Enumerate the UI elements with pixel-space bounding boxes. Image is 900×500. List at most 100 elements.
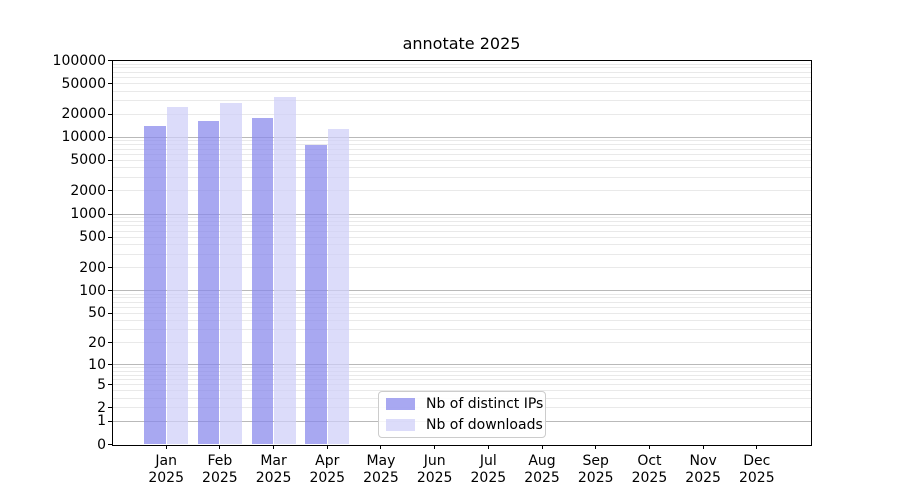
chart-title: annotate 2025	[402, 34, 521, 53]
x-tick-Nov	[702, 445, 704, 449]
y-tick-label-100: 100	[79, 282, 106, 299]
bar-distinct-ips-Apr	[305, 145, 327, 444]
legend-item-downloads: Nb of downloads	[386, 417, 543, 434]
y-gridline-30	[112, 329, 811, 331]
x-tick-Apr	[326, 445, 328, 449]
y-gridline-6	[112, 379, 811, 381]
x-tick-Jul	[487, 445, 489, 449]
y-tick-label-1: 1	[97, 413, 106, 430]
y-tick-500	[107, 236, 112, 238]
x-tick-label-Jan: Jan 2025	[148, 452, 184, 486]
x-tick-Feb	[219, 445, 221, 449]
bar-downloads-Apr	[327, 128, 350, 444]
y-gridline-20000	[112, 113, 811, 115]
x-tick-label-Apr: Apr 2025	[309, 452, 346, 486]
y-tick-5000	[107, 159, 112, 161]
y-tick-1	[107, 420, 112, 422]
y-gridline-300	[112, 253, 811, 255]
y-gridline-4	[112, 390, 811, 392]
y-gridline-70	[112, 301, 811, 303]
y-tick-0	[107, 444, 112, 445]
y-gridline-7000	[112, 148, 811, 150]
legend-swatch-downloads	[386, 418, 415, 431]
y-tick-label-10000: 10000	[61, 129, 106, 146]
y-gridline-30000	[112, 100, 811, 102]
y-gridline-3000	[112, 176, 811, 178]
y-tick-label-2000: 2000	[70, 182, 106, 199]
x-tick-label-Aug: Aug 2025	[524, 452, 560, 486]
y-tick-20	[107, 342, 112, 344]
y-tick-2	[107, 407, 112, 409]
x-tick-Oct	[648, 445, 650, 449]
y-gridline-20	[112, 342, 811, 344]
y-tick-2000	[107, 190, 112, 192]
y-tick-label-50: 50	[88, 305, 106, 322]
y-tick-100000	[107, 60, 112, 61]
x-tick-Sep	[595, 445, 597, 449]
y-gridline-10000	[112, 136, 811, 138]
y-gridline-5	[112, 384, 811, 386]
y-tick-1000	[107, 213, 112, 215]
y-gridline-800	[112, 221, 811, 222]
x-tick-Aug	[541, 445, 543, 449]
y-gridline-400	[112, 244, 811, 246]
y-tick-label-500: 500	[79, 229, 106, 246]
y-gridline-7	[112, 374, 811, 376]
y-gridline-40	[112, 320, 811, 322]
y-tick-5	[107, 384, 112, 386]
y-gridline-4000	[112, 167, 811, 169]
y-gridline-500	[112, 236, 811, 238]
bar-distinct-ips-Feb	[197, 120, 220, 444]
bar-distinct-ips-Jan	[144, 125, 166, 444]
y-tick-label-10: 10	[88, 356, 106, 373]
legend-swatch-distinct-ips	[386, 398, 415, 411]
x-tick-Dec	[756, 445, 758, 449]
legend: Nb of distinct IPs Nb of downloads	[378, 391, 546, 438]
y-tick-label-20: 20	[88, 334, 106, 351]
y-gridline-10	[112, 364, 811, 366]
legend-label-distinct-ips: Nb of distinct IPs	[426, 396, 544, 413]
legend-item-distinct-ips: Nb of distinct IPs	[386, 396, 543, 413]
y-gridline-1000	[112, 213, 811, 215]
y-gridline-200	[112, 267, 811, 269]
y-gridline-90000	[112, 63, 811, 65]
y-gridline-40000	[112, 90, 811, 92]
y-gridline-9	[112, 367, 811, 369]
x-tick-label-May: May 2025	[363, 452, 399, 486]
y-gridline-60	[112, 306, 811, 308]
y-gridline-90	[112, 293, 811, 295]
x-tick-Jan	[165, 445, 167, 449]
y-tick-10000	[107, 136, 112, 138]
y-tick-label-200: 200	[79, 259, 106, 276]
legend-label-downloads: Nb of downloads	[426, 416, 543, 433]
y-gridline-8000	[112, 144, 811, 146]
y-tick-100	[107, 290, 112, 292]
y-tick-label-0: 0	[97, 436, 106, 453]
y-gridline-600	[112, 230, 811, 232]
x-tick-May	[380, 445, 382, 449]
x-tick-label-Sep: Sep 2025	[577, 452, 614, 486]
y-gridline-50000	[112, 83, 811, 85]
y-gridline-9000	[112, 140, 811, 142]
y-tick-label-2: 2	[97, 399, 106, 416]
x-tick-label-Jun: Jun 2025	[416, 452, 453, 486]
y-gridline-50	[112, 312, 811, 314]
bar-downloads-Mar	[274, 97, 296, 444]
x-tick-Mar	[273, 445, 275, 449]
x-tick-label-Feb: Feb 2025	[202, 452, 238, 486]
bar-downloads-Feb	[220, 103, 242, 444]
y-tick-label-100000: 100000	[52, 52, 106, 69]
y-tick-50000	[107, 83, 112, 85]
bar-distinct-ips-Mar	[251, 117, 274, 444]
bar-downloads-Jan	[166, 107, 189, 444]
y-gridline-5000	[112, 159, 811, 161]
y-tick-label-5: 5	[97, 376, 106, 393]
x-tick-Jun	[434, 445, 436, 449]
y-tick-label-1000: 1000	[70, 206, 106, 223]
y-gridline-80	[112, 297, 811, 299]
y-gridline-100	[112, 290, 811, 292]
y-gridline-80000	[112, 67, 811, 69]
x-tick-label-Mar: Mar 2025	[255, 452, 292, 486]
y-gridline-60000	[112, 77, 811, 79]
